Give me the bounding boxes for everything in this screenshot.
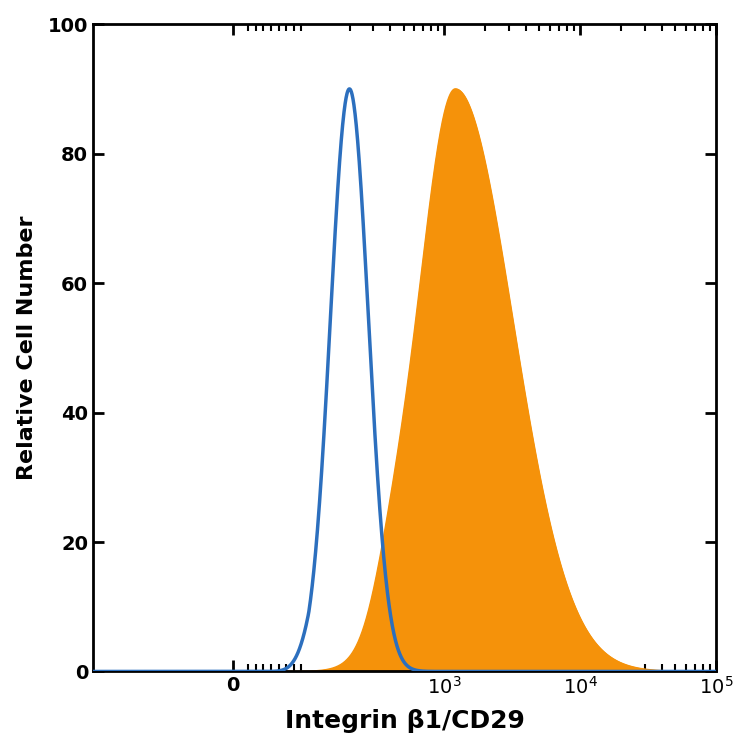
X-axis label: Integrin β1/CD29: Integrin β1/CD29 — [284, 710, 524, 734]
Y-axis label: Relative Cell Number: Relative Cell Number — [16, 215, 37, 480]
